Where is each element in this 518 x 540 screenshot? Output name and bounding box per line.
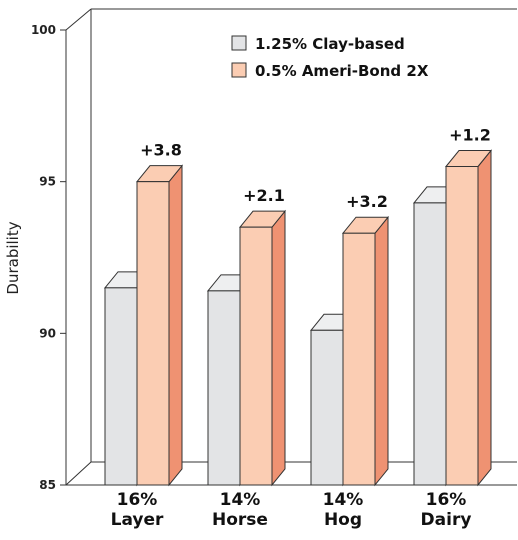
depth-edge-bottom [65, 461, 92, 486]
difference-label: +3.2 [346, 192, 388, 211]
category-label-name: Horse [212, 510, 268, 530]
bar-ameribond-side [374, 215, 389, 487]
category-label-pct: 14% [323, 490, 364, 510]
difference-label: +1.2 [449, 126, 491, 145]
category-label-pct: 16% [426, 490, 467, 510]
legend-swatch-ameribond [231, 62, 247, 78]
bar-clay-front [104, 287, 138, 486]
bar-ameribond-front [239, 226, 273, 486]
y-tick-label: 90 [39, 326, 56, 340]
bar-ameribond [238, 209, 287, 487]
difference-label: +2.1 [243, 186, 285, 205]
category-label-pct: 16% [117, 490, 158, 510]
y-tick-label: 85 [39, 478, 56, 492]
y-tick-label: 95 [39, 175, 56, 189]
bar-clay-front [207, 290, 241, 486]
y-axis-ticks: 85 90 95 100 [31, 23, 66, 492]
difference-labels: +3.8 +2.1 +3.2 +1.2 [140, 126, 491, 212]
bar-ameribond-front [136, 181, 170, 486]
category-label-name: Hog [324, 510, 362, 530]
bar-clay-front [413, 202, 447, 486]
difference-label: +3.8 [140, 141, 182, 160]
category-label-name: Dairy [421, 510, 472, 530]
category-label-name: Layer [111, 510, 164, 530]
bar-ameribond-front [342, 232, 376, 486]
bar-ameribond [341, 215, 390, 487]
category-label-pct: 14% [220, 490, 261, 510]
bar-ameribond [135, 164, 184, 487]
legend-label-ameribond: 0.5% Ameri-Bond 2X [255, 62, 429, 80]
bar-ameribond-side [477, 149, 492, 487]
y-axis-label: Durability [4, 221, 22, 294]
bars [103, 149, 493, 487]
bar-ameribond-side [271, 209, 286, 487]
depth-edge-top [65, 8, 92, 31]
y-tick-label: 100 [31, 23, 56, 37]
legend-label-clay: 1.25% Clay-based [255, 35, 405, 53]
bar-ameribond-front [445, 166, 479, 486]
bar-clay-front [310, 329, 344, 486]
legend-swatch-clay [231, 35, 247, 51]
bar-ameribond-side [168, 164, 183, 487]
bar-ameribond [444, 149, 493, 487]
legend: 1.25% Clay-based 0.5% Ameri-Bond 2X [231, 35, 429, 80]
